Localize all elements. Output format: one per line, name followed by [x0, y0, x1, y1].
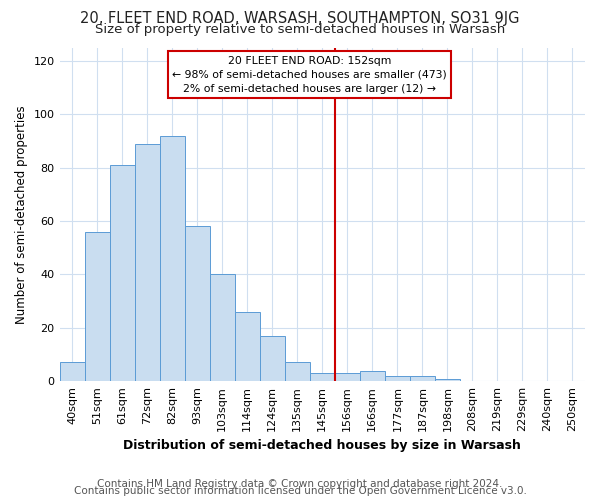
- Bar: [134, 144, 160, 381]
- Bar: [285, 362, 310, 381]
- Bar: [435, 378, 460, 381]
- Bar: [410, 376, 435, 381]
- Bar: [310, 373, 335, 381]
- Bar: [385, 376, 410, 381]
- Bar: [110, 165, 134, 381]
- Y-axis label: Number of semi-detached properties: Number of semi-detached properties: [15, 105, 28, 324]
- Bar: [160, 136, 185, 381]
- Bar: [335, 373, 360, 381]
- Bar: [85, 232, 110, 381]
- Bar: [235, 312, 260, 381]
- Bar: [209, 274, 235, 381]
- Text: 20, FLEET END ROAD, WARSASH, SOUTHAMPTON, SO31 9JG: 20, FLEET END ROAD, WARSASH, SOUTHAMPTON…: [80, 11, 520, 26]
- Bar: [260, 336, 285, 381]
- Text: 20 FLEET END ROAD: 152sqm
← 98% of semi-detached houses are smaller (473)
2% of : 20 FLEET END ROAD: 152sqm ← 98% of semi-…: [172, 56, 447, 94]
- Text: Contains HM Land Registry data © Crown copyright and database right 2024.: Contains HM Land Registry data © Crown c…: [97, 479, 503, 489]
- Bar: [360, 370, 385, 381]
- Text: Size of property relative to semi-detached houses in Warsash: Size of property relative to semi-detach…: [95, 22, 505, 36]
- Bar: [185, 226, 209, 381]
- Text: Contains public sector information licensed under the Open Government Licence v3: Contains public sector information licen…: [74, 486, 526, 496]
- Bar: [59, 362, 85, 381]
- X-axis label: Distribution of semi-detached houses by size in Warsash: Distribution of semi-detached houses by …: [124, 440, 521, 452]
